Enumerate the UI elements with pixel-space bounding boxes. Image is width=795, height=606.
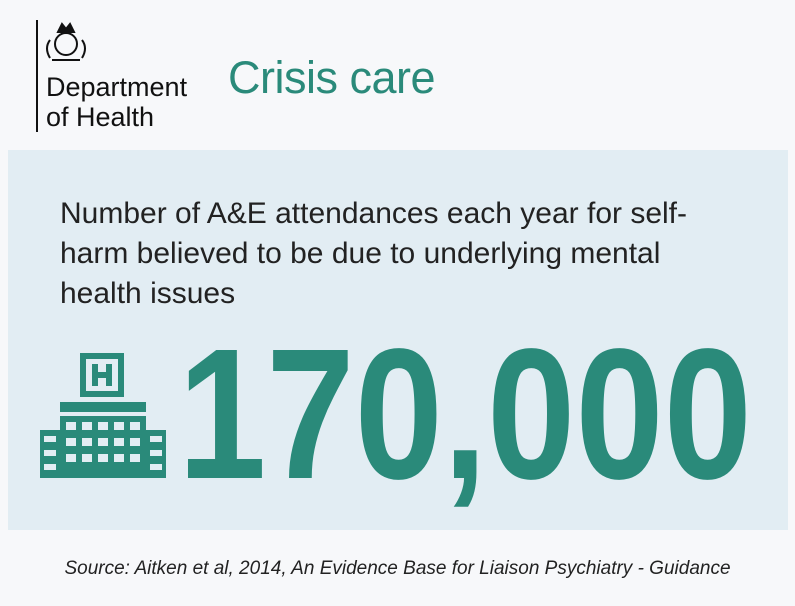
logo-rule bbox=[36, 20, 38, 132]
organization-line: Department bbox=[46, 72, 188, 102]
title: Crisis care bbox=[228, 52, 436, 103]
organization: Department of Health bbox=[46, 72, 187, 132]
crest bbox=[46, 22, 86, 61]
hospital-icon bbox=[40, 353, 166, 478]
source: Source: Aitken et al, 2014, An Evidence … bbox=[64, 558, 731, 579]
stat-value: 170,000 bbox=[178, 311, 752, 518]
organization-line: of Health bbox=[46, 102, 155, 132]
description: Number of A&E attendances each year for … bbox=[60, 197, 687, 310]
